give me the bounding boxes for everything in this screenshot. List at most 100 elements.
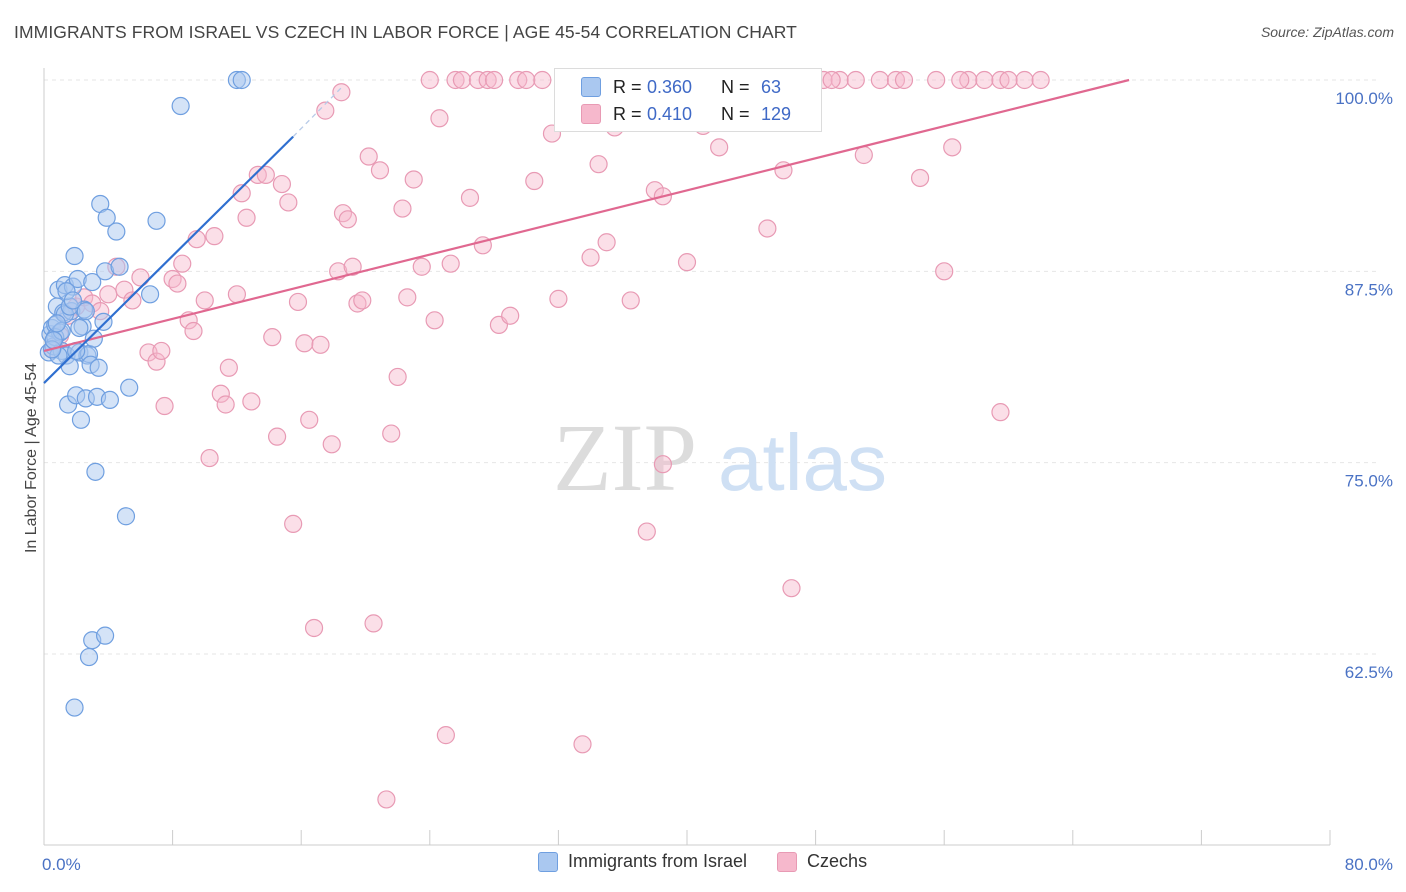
czechs-point: [710, 138, 729, 157]
bottom-legend-swatch-israel: [538, 851, 558, 872]
czechs-point: [279, 193, 298, 212]
czechs-point: [870, 70, 890, 90]
czechs-point: [200, 448, 219, 468]
x-tick-label-min: 0.0%: [42, 855, 81, 874]
czechs-point: [388, 367, 407, 387]
israel-point: [86, 462, 105, 481]
czechs-point: [267, 427, 287, 446]
czechs-point: [573, 735, 592, 754]
legend-box: R = 0.360 N = 63 R = 0.410 N = 129: [554, 68, 822, 132]
czechs-point: [846, 70, 865, 90]
israel-point: [65, 246, 84, 266]
y-tick-label: 100.0%: [1335, 89, 1393, 108]
czechs-point: [284, 514, 303, 533]
x-axis: 0.0% 80.0%: [42, 830, 1393, 874]
israel-point: [107, 222, 126, 241]
chart-source: Source: ZipAtlas.com: [1260, 24, 1394, 40]
czechs-point: [377, 790, 396, 809]
israel-point: [147, 211, 166, 230]
czechs-point: [348, 294, 367, 313]
czechs-point: [295, 334, 314, 353]
czechs-point: [999, 70, 1018, 90]
legend-r-value: 0.410: [647, 103, 693, 124]
czechs-point: [332, 83, 351, 102]
czechs-point: [412, 257, 431, 276]
legend-n-label: N =: [721, 103, 750, 124]
trend-lines: [43, 78, 1130, 384]
czechs-point: [173, 254, 192, 273]
legend-row-israel: R = 0.360 N = 63: [581, 75, 781, 99]
czechs-point: [501, 306, 520, 325]
czechs-point: [147, 352, 166, 371]
legend-n-label: N =: [721, 76, 750, 97]
bottom-legend-label-israel: Immigrants from Israel: [568, 851, 748, 871]
czechs-point: [398, 288, 417, 307]
x-tick-label-max: 80.0%: [1345, 855, 1393, 874]
watermark-atlas: atlas: [718, 418, 887, 507]
czechs-point: [452, 70, 472, 90]
czechs-point: [359, 147, 378, 166]
czechs-point: [758, 219, 777, 238]
israel-point: [116, 507, 136, 526]
bottom-legend-czechs[interactable]: Czechs: [777, 851, 867, 872]
czechs-point: [393, 199, 412, 218]
czechs-point: [441, 254, 460, 273]
czechs-point: [468, 70, 488, 90]
israel-point: [110, 257, 129, 276]
czechs-point: [152, 341, 171, 361]
israel-point: [171, 96, 190, 116]
israel-point: [83, 272, 102, 292]
czechs-point: [478, 70, 497, 90]
israel-point: [76, 302, 95, 321]
czechs-point: [425, 311, 444, 330]
czechs-trend-line: [43, 78, 1130, 352]
bottom-legend-israel[interactable]: Immigrants from Israel: [538, 851, 747, 872]
czechs-point: [322, 435, 341, 454]
legend-row-czechs: R = 0.410 N = 129: [581, 102, 791, 126]
czechs-point: [485, 70, 504, 90]
czechs-point: [525, 171, 544, 191]
y-tick-label: 75.0%: [1345, 472, 1393, 491]
israel-point: [71, 410, 91, 429]
czechs-point: [184, 321, 203, 341]
chart-title: IMMIGRANTS FROM ISRAEL VS CZECH IN LABOR…: [14, 22, 797, 42]
czechs-point: [430, 109, 449, 128]
y-axis: 62.5% 75.0% 87.5% 100.0%: [43, 68, 1393, 845]
czechs-point: [951, 70, 970, 90]
bottom-legend-label-czechs: Czechs: [807, 851, 868, 871]
czechs-point: [304, 618, 324, 638]
legend-r-label: R =: [613, 103, 642, 124]
czechs-point: [288, 292, 308, 312]
czechs-point: [677, 253, 697, 272]
israel-trend-extension: [292, 87, 342, 138]
czechs-point: [364, 614, 383, 633]
y-tick-label: 87.5%: [1345, 280, 1393, 299]
bottom-legend: Immigrants from Israel Czechs: [538, 851, 897, 872]
czechs-point: [1031, 70, 1050, 90]
czechs-point: [343, 257, 362, 276]
bottom-legend-swatch-czechs: [777, 851, 798, 872]
czechs-point: [943, 138, 962, 157]
watermark-zip: ZIP: [553, 404, 697, 511]
gridlines: [44, 79, 1380, 655]
series-israel-points: [39, 70, 251, 717]
israel-point: [140, 285, 160, 304]
legend-n-value: 129: [761, 103, 792, 124]
czechs-point: [822, 70, 841, 90]
czechs-point: [1015, 70, 1034, 90]
israel-point: [79, 647, 99, 667]
czechs-point: [446, 70, 465, 90]
israel-point: [89, 358, 108, 377]
series-czechs-points: [42, 70, 1050, 809]
czechs-point: [935, 262, 954, 281]
czechs-point: [316, 101, 335, 120]
israel-point: [47, 314, 66, 333]
legend-swatch-czechs: [581, 104, 601, 124]
czechs-point: [910, 168, 930, 188]
czechs-point: [232, 184, 251, 203]
czechs-point: [581, 248, 600, 267]
czechs-point: [256, 165, 275, 185]
israel-point: [65, 698, 84, 717]
czechs-point: [653, 455, 672, 474]
